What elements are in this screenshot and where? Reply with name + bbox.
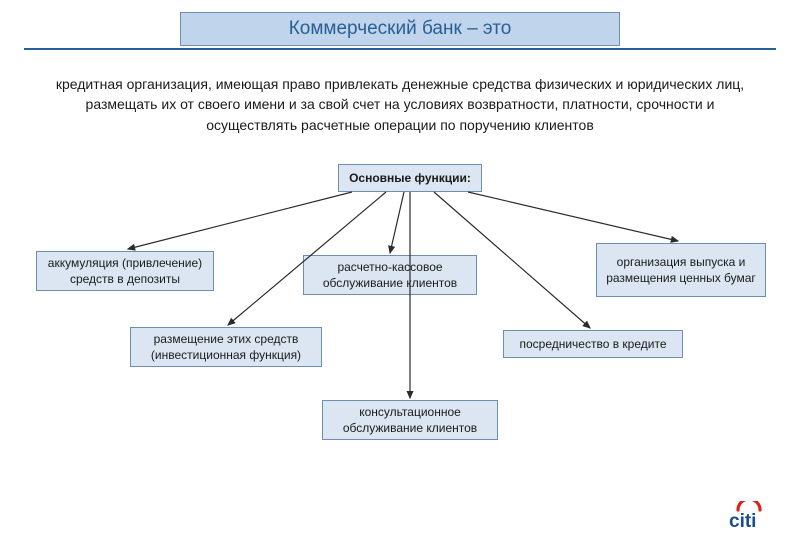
- tree-node-label: организация выпуска и размещения ценных …: [605, 254, 757, 286]
- citi-logo-icon: citi: [726, 501, 772, 531]
- tree-node-label: консультационное обслуживание клиентов: [331, 404, 489, 436]
- page-title: Коммерческий банк – это: [180, 12, 620, 46]
- tree-node: посредничество в кредите: [503, 330, 683, 358]
- tree-node-label: посредничество в кредите: [519, 336, 666, 352]
- tree-node-label: размещение этих средств (инвестиционная …: [139, 331, 313, 363]
- tree-node: аккумуляция (привлечение) средств в депо…: [36, 251, 214, 291]
- tree-node: организация выпуска и размещения ценных …: [596, 243, 766, 297]
- edge-arrow: [390, 192, 404, 253]
- root-node-label: Основные функции:: [349, 170, 471, 186]
- title-underline: [24, 48, 776, 50]
- edge-arrow: [128, 192, 352, 249]
- title-text: Коммерческий банк – это: [289, 18, 512, 40]
- tree-node: консультационное обслуживание клиентов: [322, 400, 498, 440]
- tree-node-label: аккумуляция (привлечение) средств в депо…: [45, 255, 205, 287]
- edge-arrow: [468, 192, 678, 241]
- brand-logo: citi: [726, 501, 772, 536]
- tree-node: размещение этих средств (инвестиционная …: [130, 327, 322, 367]
- tree-node: расчетно-кассовое обслуживание клиентов: [303, 255, 477, 295]
- logo-text: citi: [729, 511, 756, 531]
- intro-paragraph: кредитная организация, имеющая право при…: [40, 74, 760, 135]
- tree-node-label: расчетно-кассовое обслуживание клиентов: [312, 259, 468, 291]
- root-node: Основные функции:: [338, 164, 482, 192]
